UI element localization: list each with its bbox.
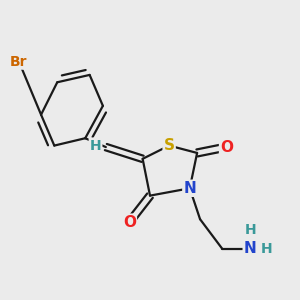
Text: H: H xyxy=(90,139,101,153)
Text: N: N xyxy=(183,181,196,196)
Text: H: H xyxy=(260,242,272,256)
Text: O: O xyxy=(123,214,136,230)
Text: Br: Br xyxy=(10,55,28,69)
Text: N: N xyxy=(244,241,256,256)
Text: H: H xyxy=(244,223,256,236)
Text: O: O xyxy=(220,140,233,154)
Text: S: S xyxy=(164,138,175,153)
